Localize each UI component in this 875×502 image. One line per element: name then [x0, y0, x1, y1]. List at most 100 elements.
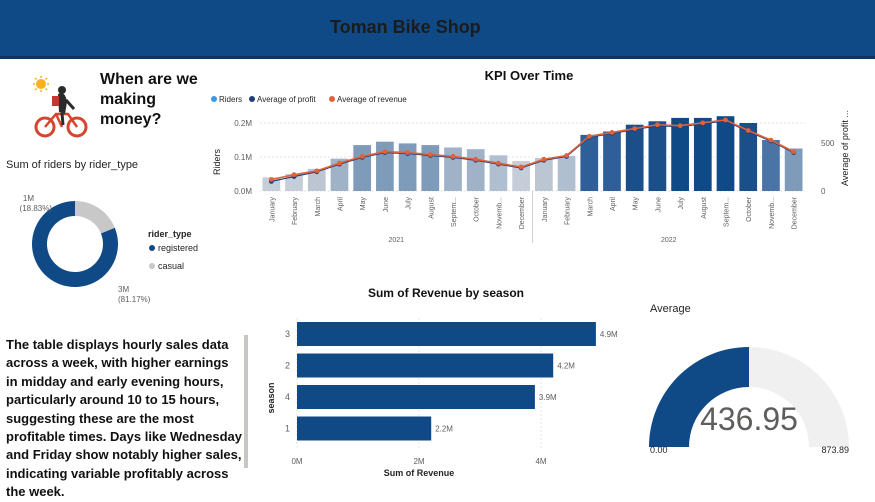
kpi-bar[interactable]: [762, 140, 780, 191]
season-value-label: 3.9M: [539, 393, 557, 402]
season-bar[interactable]: [297, 322, 596, 346]
casual-value-label: 1M: [23, 194, 34, 203]
kpi-bar[interactable]: [557, 155, 576, 191]
revenue-point[interactable]: [654, 122, 660, 128]
kpi-bar[interactable]: [353, 145, 372, 191]
kpi-bar[interactable]: [285, 174, 303, 191]
kpi-year-label: 2021: [388, 237, 404, 244]
average-gauge: Average 436.95 0.00 873.89: [649, 303, 849, 455]
revenue-point[interactable]: [268, 177, 274, 182]
season-bar[interactable]: [297, 385, 535, 409]
revenue-point[interactable]: [473, 156, 479, 162]
donut-slice-registered[interactable]: [32, 201, 119, 287]
revenue-point[interactable]: [541, 156, 547, 162]
season-bar[interactable]: [297, 416, 432, 441]
kpi-bar[interactable]: [512, 161, 531, 191]
legend-marker-riders: [211, 96, 217, 102]
kpi-x-tick: Septem...: [724, 197, 731, 227]
legend-revenue: Average of revenue: [337, 95, 407, 104]
kpi-bar[interactable]: [307, 168, 326, 191]
kpi-x-tick: October: [746, 196, 753, 222]
gauge-fill[interactable]: [649, 347, 750, 447]
kpi-y2-tick: 0: [821, 187, 826, 196]
kpi-x-tick: January: [269, 197, 276, 222]
kpi-x-tick: June: [383, 197, 390, 212]
kpi-bar[interactable]: [739, 123, 758, 191]
kpi-bar[interactable]: [376, 141, 394, 191]
revenue-point[interactable]: [359, 154, 365, 159]
kpi-x-tick: April: [610, 197, 617, 211]
kpi-bar[interactable]: [693, 117, 712, 191]
season-category-label: 3: [285, 329, 290, 339]
revenue-point[interactable]: [496, 160, 501, 166]
kpi-bar[interactable]: [466, 149, 485, 191]
text-scrollbar[interactable]: [244, 335, 248, 468]
kpi-x-tick: April: [337, 197, 344, 211]
revenue-point[interactable]: [609, 130, 615, 135]
registered-pct-label: (81.17%): [118, 295, 151, 304]
sun-icon: [33, 76, 49, 92]
donut-chart-title: Sum of riders by rider_type: [6, 159, 139, 171]
revenue-point[interactable]: [632, 126, 638, 131]
revenue-point[interactable]: [291, 172, 297, 178]
kpi-bar[interactable]: [421, 145, 440, 191]
kpi-x-tick: December: [519, 196, 526, 229]
revenue-point[interactable]: [791, 149, 797, 155]
kpi-bar[interactable]: [534, 158, 553, 191]
kpi-y-tick: 0.1M: [234, 153, 252, 162]
legend-marker-profit: [249, 96, 255, 102]
revenue-point[interactable]: [314, 168, 320, 174]
revenue-point[interactable]: [564, 153, 569, 158]
revenue-point[interactable]: [745, 128, 751, 133]
kpi-bar[interactable]: [784, 148, 803, 192]
revenue-point[interactable]: [768, 137, 774, 143]
kpi-bar[interactable]: [648, 121, 667, 191]
kpi-x-tick: July: [406, 197, 413, 210]
revenue-point[interactable]: [723, 117, 728, 123]
season-value-label: 4.9M: [600, 330, 618, 339]
donut-slice-casual[interactable]: [75, 201, 115, 234]
revenue-point[interactable]: [677, 123, 683, 129]
kpi-bar[interactable]: [625, 124, 644, 191]
kpi-x-tick: Novemb...: [496, 197, 503, 229]
legend-marker-casual: [149, 263, 155, 269]
kpi-x-tick: March: [587, 197, 594, 217]
kpi-bar[interactable]: [671, 117, 689, 191]
kpi-x-tick: May: [633, 197, 640, 211]
kpi-x-tick: Septem...: [451, 197, 458, 227]
season-x-axis-label: Sum of Revenue: [384, 468, 455, 478]
kpi-y-tick: 0.0M: [234, 187, 252, 196]
revenue-point[interactable]: [427, 152, 433, 157]
kpi-bar[interactable]: [398, 143, 417, 191]
kpi-x-tick: July: [678, 197, 685, 210]
kpi-bar[interactable]: [444, 147, 462, 191]
season-category-label: 1: [285, 424, 290, 434]
revenue-point[interactable]: [700, 120, 706, 126]
revenue-point[interactable]: [382, 149, 388, 155]
insight-text: The table displays hourly sales data acr…: [6, 337, 243, 500]
season-bar[interactable]: [297, 353, 554, 378]
kpi-x-tick: January: [542, 197, 549, 222]
kpi-bar[interactable]: [716, 116, 735, 191]
revenue-point[interactable]: [337, 160, 342, 166]
kpi-bar[interactable]: [489, 155, 508, 191]
gauge-max-label: 873.89: [821, 445, 849, 455]
profit-line: [271, 120, 794, 182]
kpi-y-axis-label: Riders: [212, 149, 222, 176]
kpi-chart-title: KPI Over Time: [485, 68, 574, 83]
kpi-bar[interactable]: [603, 131, 621, 192]
kpi-y2-axis-label: Average of profit ...: [840, 110, 850, 186]
season-chart-title: Sum of Revenue by season: [368, 286, 524, 300]
kpi-x-tick: December: [792, 196, 799, 229]
legend-title: rider_type: [148, 229, 192, 239]
kpi-bar[interactable]: [330, 158, 349, 191]
revenue-point[interactable]: [518, 164, 524, 170]
legend-marker-registered: [149, 245, 155, 251]
revenue-point[interactable]: [405, 150, 411, 155]
kpi-y2-tick: 500: [821, 139, 835, 148]
revenue-point[interactable]: [450, 154, 456, 159]
kpi-bar[interactable]: [580, 134, 599, 191]
season-x-tick: 4M: [535, 457, 546, 466]
legend-profit: Average of profit: [257, 95, 316, 104]
revenue-point[interactable]: [586, 133, 592, 139]
